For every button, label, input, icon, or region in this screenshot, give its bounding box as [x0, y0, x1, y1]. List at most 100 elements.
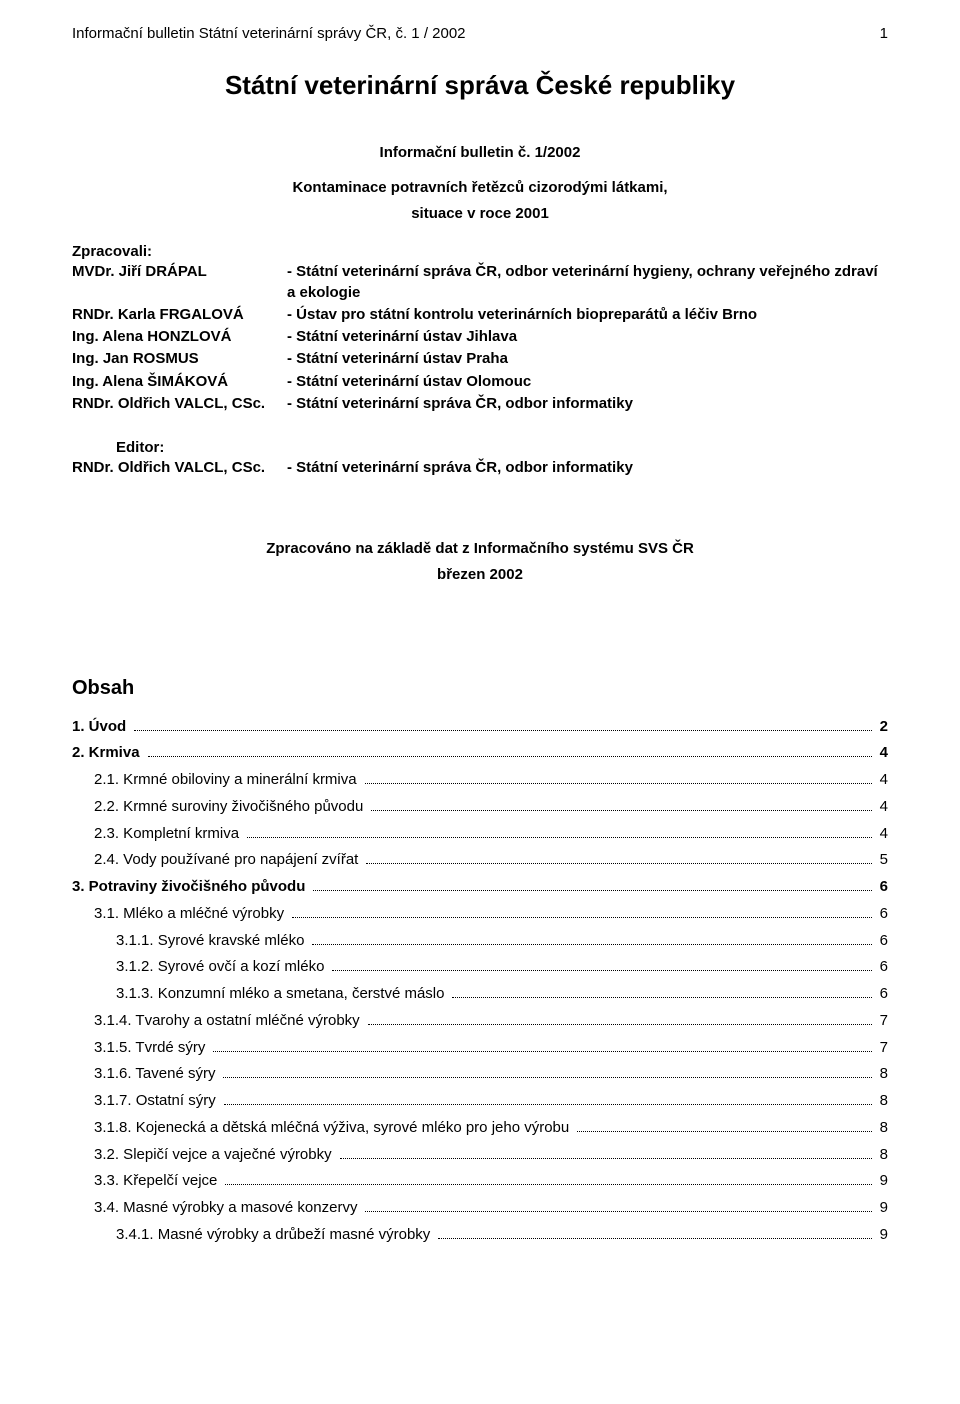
toc-page-number: 6: [876, 904, 888, 924]
authors-table: MVDr. Jiří DRÁPAL - Státní veterinární s…: [72, 262, 888, 416]
author-name: MVDr. Jiří DRÁPAL: [72, 262, 287, 305]
toc-entry: 1. Úvod2: [72, 716, 888, 737]
toc-entry: 3.1.4. Tvarohy a ostatní mléčné výrobky 7: [72, 1010, 888, 1031]
header-left: Informační bulletin Státní veterinární s…: [72, 24, 466, 44]
toc-label: 3.2. Slepičí vejce a vaječné výrobky: [72, 1145, 336, 1165]
author-affiliation: - Státní veterinární správa ČR, odbor ve…: [287, 262, 888, 305]
toc-entry: 3.4.1. Masné výrobky a drůbeží masné výr…: [72, 1224, 888, 1245]
subtitle-topic-line2: situace v roce 2001: [72, 204, 888, 224]
toc-leader: [368, 1010, 872, 1025]
toc-entry: 2.3. Kompletní krmiva4: [72, 823, 888, 844]
toc-page-number: 4: [876, 743, 888, 763]
toc-leader: [223, 1064, 871, 1079]
toc-entry: 3.2. Slepičí vejce a vaječné výrobky 8: [72, 1144, 888, 1165]
author-affiliation: - Státní veterinární správa ČR, odbor in…: [287, 394, 888, 416]
toc-leader: [371, 796, 871, 811]
toc-leader: [225, 1171, 871, 1186]
author-row: Ing. Alena HONZLOVÁ - Státní veterinární…: [72, 327, 888, 349]
toc-leader: [247, 823, 872, 838]
author-affiliation: - Státní veterinární ústav Praha: [287, 349, 888, 371]
editor-heading: Editor:: [72, 438, 888, 458]
toc-leader: [313, 877, 871, 892]
author-row: Ing. Alena ŠIMÁKOVÁ - Státní veterinární…: [72, 372, 888, 394]
toc-page-number: 6: [876, 877, 888, 897]
subtitle-issue: Informační bulletin č. 1/2002: [72, 143, 888, 163]
toc-entry: 3.1.1. Syrové kravské mléko 6: [72, 930, 888, 951]
toc-label: 3.1.1. Syrové kravské mléko: [72, 931, 308, 951]
toc-page-number: 6: [876, 957, 888, 977]
toc-entry: 2.4. Vody používané pro napájení zvířat 5: [72, 850, 888, 871]
toc-entry: 2.1. Krmné obiloviny a minerální krmiva 4: [72, 770, 888, 791]
editor-affiliation: - Státní veterinární správa ČR, odbor in…: [287, 458, 888, 480]
author-name: Ing. Alena ŠIMÁKOVÁ: [72, 372, 287, 394]
toc-label: 3.1.2. Syrové ovčí a kozí mléko: [72, 957, 328, 977]
toc-label: 3.1.5. Tvrdé sýry: [72, 1038, 209, 1058]
toc-leader: [452, 984, 871, 999]
author-row: RNDr. Karla FRGALOVÁ - Ústav pro státní …: [72, 305, 888, 327]
author-affiliation: - Ústav pro státní kontrolu veterinárníc…: [287, 305, 888, 327]
toc-entry: 3.3. Křepelčí vejce9: [72, 1171, 888, 1192]
toc-label: 3.1.7. Ostatní sýry: [72, 1091, 220, 1111]
toc-label: 3.1. Mléko a mléčné výrobky: [72, 904, 288, 924]
author-name: Ing. Alena HONZLOVÁ: [72, 327, 287, 349]
author-affiliation: - Státní veterinární ústav Jihlava: [287, 327, 888, 349]
toc-leader: [365, 1198, 871, 1213]
toc-page-number: 7: [876, 1038, 888, 1058]
toc-page-number: 9: [876, 1225, 888, 1245]
toc-title: Obsah: [72, 675, 888, 702]
toc-page-number: 4: [876, 770, 888, 790]
document-title: Státní veterinární správa České republik…: [72, 68, 888, 103]
toc-entry: 3.1.3. Konzumní mléko a smetana, čerstvé…: [72, 984, 888, 1005]
toc-page-number: 8: [876, 1091, 888, 1111]
editor-row: RNDr. Oldřich VALCL, CSc. - Státní veter…: [72, 458, 888, 480]
toc-entry: 3.1. Mléko a mléčné výrobky 6: [72, 903, 888, 924]
toc-label: 3.1.4. Tvarohy a ostatní mléčné výrobky: [72, 1011, 364, 1031]
toc-page-number: 4: [876, 797, 888, 817]
toc-entry: 3.1.7. Ostatní sýry 8: [72, 1091, 888, 1112]
toc-label: 2.4. Vody používané pro napájení zvířat: [72, 850, 362, 870]
toc-leader: [224, 1091, 872, 1106]
toc-label: 2. Krmiva: [72, 743, 144, 763]
toc-leader: [332, 957, 871, 972]
toc-leader: [312, 930, 871, 945]
editor-table: RNDr. Oldřich VALCL, CSc. - Státní veter…: [72, 458, 888, 480]
toc-label: 3.4.1. Masné výrobky a drůbeží masné výr…: [72, 1225, 434, 1245]
toc-leader: [366, 850, 871, 865]
toc-leader: [213, 1037, 871, 1052]
table-of-contents: 1. Úvod22. Krmiva42.1. Krmné obiloviny a…: [72, 716, 888, 1245]
toc-leader: [438, 1224, 871, 1239]
authors-heading: Zpracovali:: [72, 242, 888, 262]
toc-entry: 3.4. Masné výrobky a masové konzervy9: [72, 1198, 888, 1219]
subtitle-topic-line1: Kontaminace potravních řetězců cizorodým…: [72, 178, 888, 198]
author-row: Ing. Jan ROSMUS - Státní veterinární úst…: [72, 349, 888, 371]
author-name: RNDr. Karla FRGALOVÁ: [72, 305, 287, 327]
toc-label: 3. Potraviny živočišného původu: [72, 877, 309, 897]
header-page-number: 1: [880, 24, 888, 44]
toc-label: 3.4. Masné výrobky a masové konzervy: [72, 1198, 361, 1218]
toc-entry: 3.1.8. Kojenecká a dětská mléčná výživa,…: [72, 1117, 888, 1138]
toc-label: 1. Úvod: [72, 717, 130, 737]
toc-page-number: 8: [876, 1118, 888, 1138]
processed-note: Zpracováno na základě dat z Informačního…: [72, 539, 888, 559]
author-affiliation: - Státní veterinární ústav Olomouc: [287, 372, 888, 394]
toc-page-number: 8: [876, 1145, 888, 1165]
toc-label: 2.1. Krmné obiloviny a minerální krmiva: [72, 770, 361, 790]
toc-label: 3.1.8. Kojenecká a dětská mléčná výživa,…: [72, 1118, 573, 1138]
toc-page-number: 6: [876, 931, 888, 951]
toc-entry: 3.1.6. Tavené sýry 8: [72, 1064, 888, 1085]
toc-entry: 3. Potraviny živočišného původu 6: [72, 877, 888, 898]
author-row: RNDr. Oldřich VALCL, CSc. - Státní veter…: [72, 394, 888, 416]
toc-page-number: 8: [876, 1064, 888, 1084]
toc-page-number: 7: [876, 1011, 888, 1031]
author-name: Ing. Jan ROSMUS: [72, 349, 287, 371]
toc-label: 2.3. Kompletní krmiva: [72, 824, 243, 844]
toc-label: 3.3. Křepelčí vejce: [72, 1171, 221, 1191]
toc-entry: 2.2. Krmné suroviny živočišného původu4: [72, 796, 888, 817]
author-name: RNDr. Oldřich VALCL, CSc.: [72, 394, 287, 416]
author-row: MVDr. Jiří DRÁPAL - Státní veterinární s…: [72, 262, 888, 305]
toc-label: 3.1.6. Tavené sýry: [72, 1064, 219, 1084]
toc-page-number: 6: [876, 984, 888, 1004]
toc-leader: [292, 903, 872, 918]
toc-entry: 3.1.5. Tvrdé sýry 7: [72, 1037, 888, 1058]
toc-page-number: 5: [876, 850, 888, 870]
